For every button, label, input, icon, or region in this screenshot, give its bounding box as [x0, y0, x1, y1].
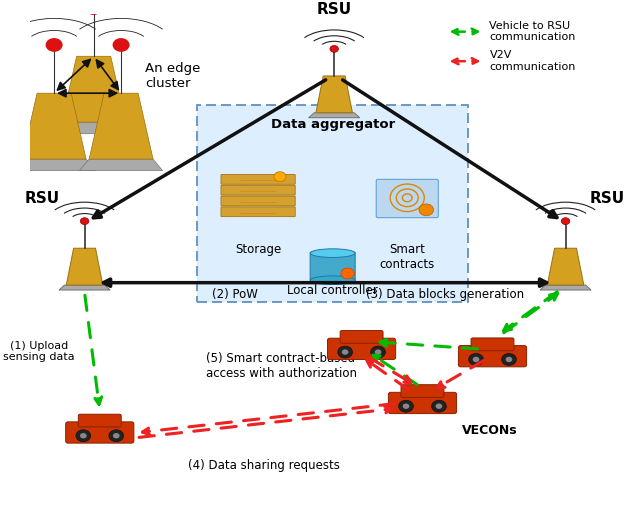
Circle shape	[436, 403, 442, 409]
Polygon shape	[67, 248, 103, 285]
FancyBboxPatch shape	[221, 185, 295, 195]
Circle shape	[431, 400, 446, 412]
Circle shape	[113, 38, 130, 52]
Text: Smart
contracts: Smart contracts	[380, 243, 435, 271]
Circle shape	[561, 218, 570, 225]
Ellipse shape	[310, 276, 355, 284]
Text: VECONs: VECONs	[461, 424, 517, 437]
Circle shape	[338, 346, 353, 358]
FancyBboxPatch shape	[328, 338, 396, 360]
Circle shape	[80, 433, 86, 438]
Text: V2V
communication: V2V communication	[490, 50, 576, 72]
FancyBboxPatch shape	[221, 196, 295, 206]
Polygon shape	[316, 76, 353, 113]
Polygon shape	[540, 285, 591, 290]
Text: (1) Upload
sensing data: (1) Upload sensing data	[3, 341, 75, 362]
Circle shape	[45, 38, 63, 52]
FancyBboxPatch shape	[221, 207, 295, 217]
Circle shape	[113, 433, 120, 438]
Polygon shape	[22, 93, 86, 159]
Polygon shape	[89, 93, 153, 159]
Text: (4) Data sharing requests: (4) Data sharing requests	[188, 459, 340, 472]
FancyBboxPatch shape	[221, 174, 295, 184]
Circle shape	[502, 354, 516, 365]
Text: RSU: RSU	[25, 192, 60, 206]
Text: RSU: RSU	[317, 2, 352, 17]
FancyBboxPatch shape	[66, 422, 134, 443]
FancyBboxPatch shape	[376, 179, 438, 218]
Circle shape	[419, 204, 433, 216]
Circle shape	[506, 357, 512, 362]
Polygon shape	[52, 122, 135, 134]
Text: Storage: Storage	[235, 243, 281, 257]
Circle shape	[374, 350, 381, 355]
Circle shape	[109, 430, 124, 441]
Polygon shape	[61, 56, 125, 122]
Text: (2) PoW: (2) PoW	[212, 289, 258, 301]
Circle shape	[403, 403, 410, 409]
Text: Data aggregator: Data aggregator	[271, 118, 395, 131]
Text: (5) Smart contract-based
access with authorization: (5) Smart contract-based access with aut…	[206, 353, 357, 380]
Circle shape	[274, 172, 286, 181]
Circle shape	[330, 45, 339, 52]
Polygon shape	[59, 285, 110, 290]
FancyBboxPatch shape	[78, 414, 121, 427]
Polygon shape	[308, 113, 360, 118]
FancyBboxPatch shape	[388, 392, 456, 414]
Text: An edge
cluster: An edge cluster	[145, 62, 201, 90]
Text: Vehicle to RSU
communication: Vehicle to RSU communication	[490, 21, 576, 43]
FancyBboxPatch shape	[458, 345, 527, 367]
Polygon shape	[79, 159, 163, 171]
Circle shape	[85, 1, 102, 15]
Text: RSU: RSU	[590, 192, 625, 206]
Ellipse shape	[310, 249, 355, 258]
Circle shape	[76, 430, 91, 441]
FancyBboxPatch shape	[401, 385, 444, 397]
FancyBboxPatch shape	[197, 106, 468, 302]
Circle shape	[80, 218, 89, 225]
Circle shape	[371, 346, 385, 358]
Circle shape	[473, 357, 479, 362]
Polygon shape	[13, 159, 95, 171]
Circle shape	[342, 350, 348, 355]
FancyBboxPatch shape	[340, 331, 383, 343]
Circle shape	[468, 354, 483, 365]
Text: Local controller: Local controller	[287, 283, 378, 297]
FancyBboxPatch shape	[310, 252, 355, 281]
Polygon shape	[547, 248, 584, 285]
FancyBboxPatch shape	[471, 338, 514, 351]
Circle shape	[341, 268, 355, 279]
Circle shape	[399, 400, 413, 412]
Text: (3) Data blocks generation: (3) Data blocks generation	[366, 289, 524, 301]
